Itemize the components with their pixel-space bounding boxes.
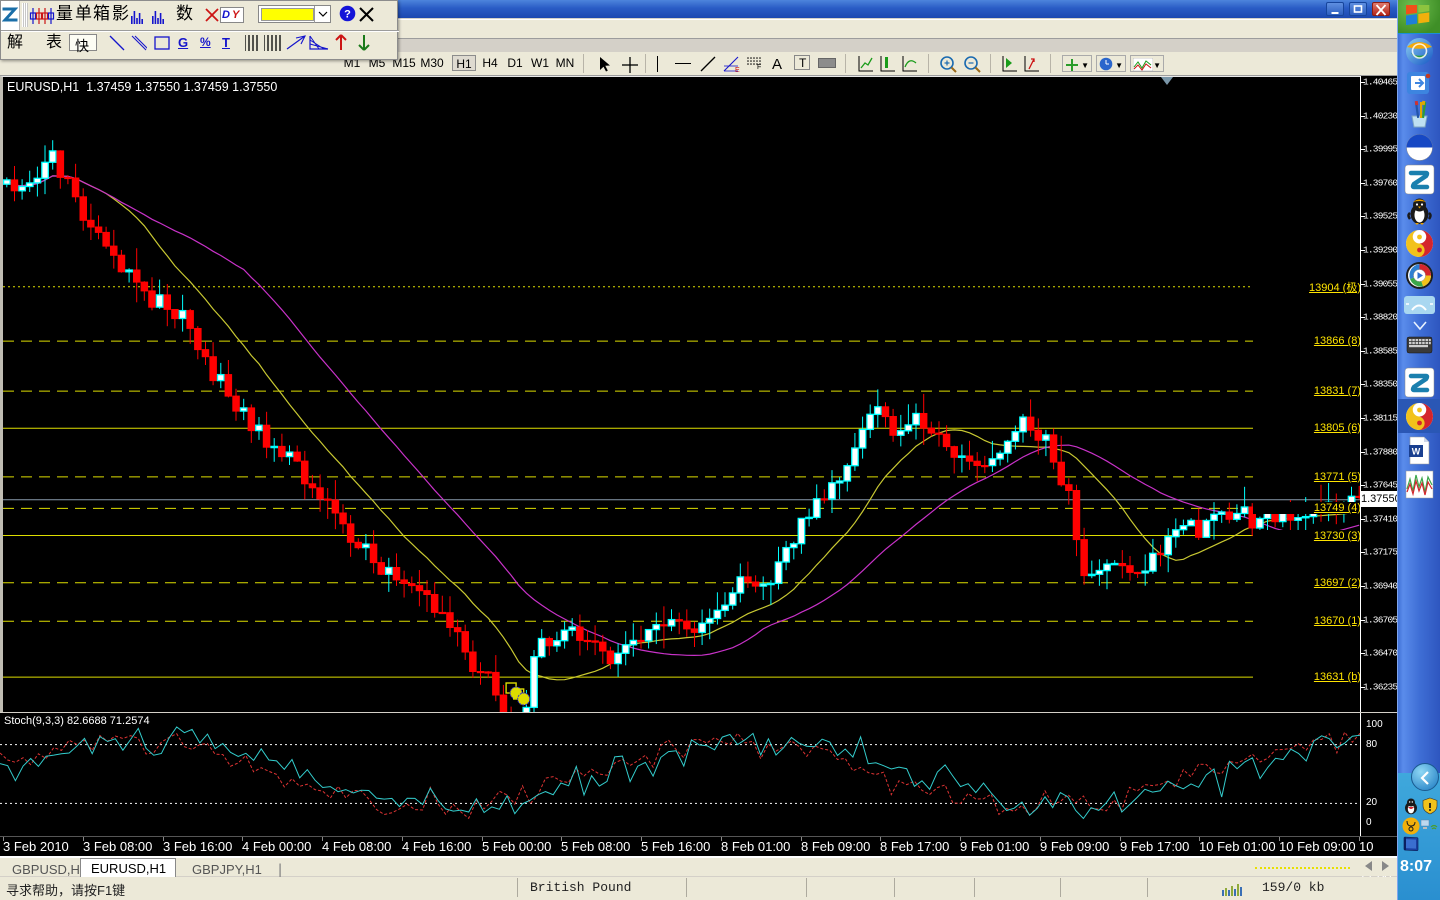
svg-text:?: ? bbox=[344, 9, 351, 21]
svg-text:E: E bbox=[735, 67, 740, 73]
svg-text:W: W bbox=[1412, 447, 1421, 457]
svg-text:F: F bbox=[757, 64, 761, 70]
